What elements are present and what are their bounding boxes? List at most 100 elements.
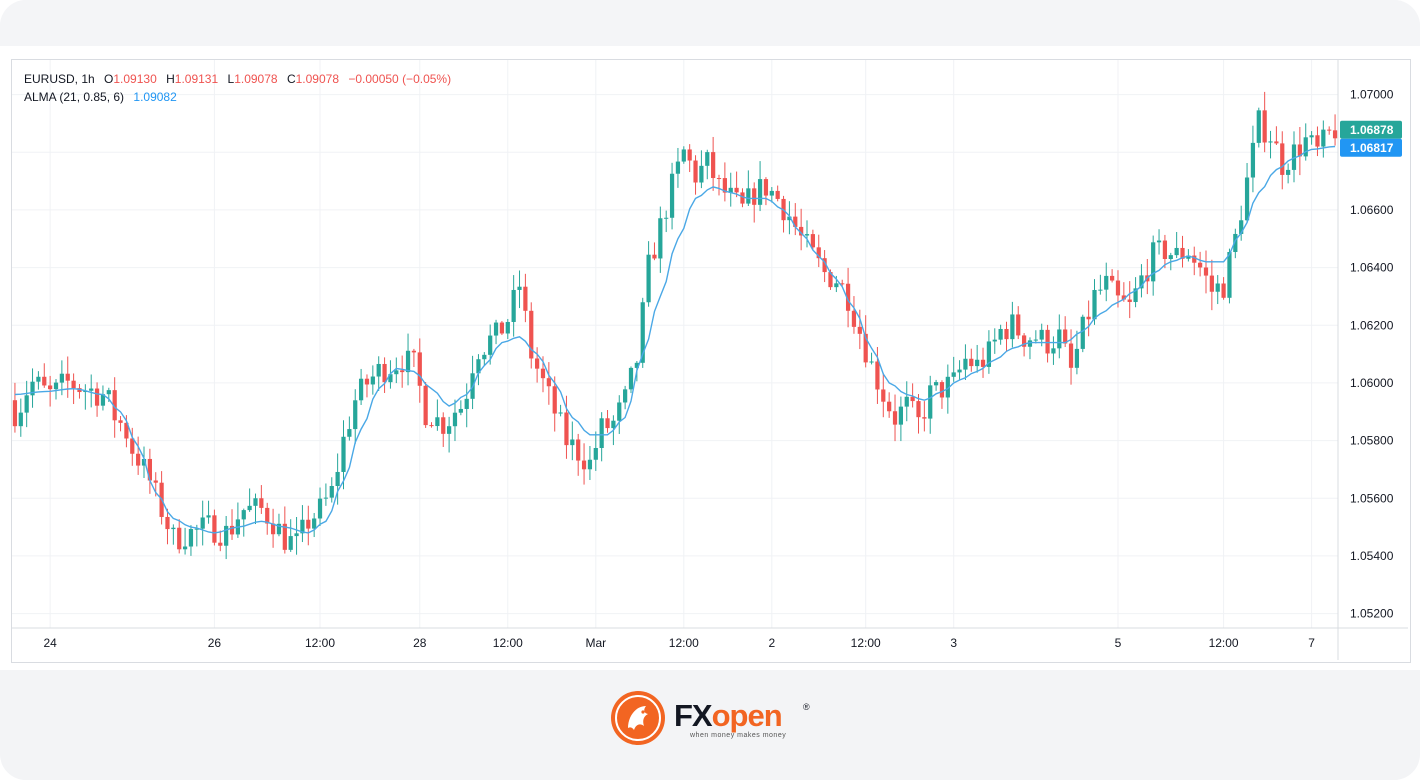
candle-down: [124, 422, 129, 439]
candle-up: [1151, 242, 1156, 282]
candle-up: [1215, 283, 1220, 292]
close-value: 1.09078: [295, 72, 339, 86]
top-band: [0, 0, 1420, 46]
candle-down: [1262, 110, 1267, 143]
candle-down: [1021, 335, 1027, 347]
candle-down: [892, 411, 898, 425]
candle-up: [1033, 339, 1038, 341]
candle-up: [728, 187, 733, 193]
candle-up: [898, 406, 904, 425]
candle-down: [922, 417, 927, 419]
close-label: C: [286, 72, 296, 86]
candle-up: [617, 402, 622, 421]
high-value: 1.09131: [174, 72, 219, 86]
candle-down: [1045, 329, 1050, 354]
candle-down: [799, 226, 804, 236]
logo-registered: ®: [803, 702, 810, 712]
candle-up: [1244, 177, 1250, 221]
candle-up: [206, 515, 211, 518]
candle-down: [364, 378, 370, 385]
candle-up: [1321, 129, 1326, 147]
candle-down: [1221, 283, 1226, 298]
candle-down: [499, 322, 505, 334]
candle-up: [341, 436, 346, 472]
candle-down: [259, 498, 264, 508]
candle-up: [247, 505, 252, 511]
candle-up: [317, 498, 323, 519]
candle-up: [452, 412, 458, 427]
candle-up: [458, 408, 463, 413]
candle-up: [1186, 255, 1191, 259]
candle-down: [863, 333, 868, 363]
chart-legend: EURUSD, 1h O1.09130 H1.09131 L1.09078 C1…: [24, 70, 451, 106]
candle-down: [969, 358, 974, 367]
candle-up: [276, 523, 282, 535]
candle-down: [177, 527, 182, 550]
candle-down: [1068, 343, 1074, 368]
candle-down: [441, 417, 446, 434]
candle-up: [1174, 247, 1179, 256]
candle-down: [282, 523, 287, 550]
candle-down: [857, 326, 862, 334]
candle-up: [658, 218, 663, 259]
x-tick-label: 12:00: [669, 636, 699, 650]
candle-down: [136, 453, 141, 466]
candle-up: [394, 370, 399, 375]
x-tick-label: 12:00: [1209, 636, 1239, 650]
candle-up: [769, 190, 774, 196]
candle-down: [12, 400, 18, 427]
candle-up: [681, 149, 686, 162]
candle-up: [370, 376, 375, 385]
candle-down: [816, 247, 821, 259]
candle-down: [734, 187, 739, 193]
candle-up: [570, 439, 575, 446]
candle-up: [435, 417, 440, 427]
candle-down: [740, 192, 745, 204]
candle-up: [18, 412, 23, 427]
candle-up: [36, 376, 41, 382]
candle-up: [224, 525, 229, 546]
candle-down: [1327, 129, 1332, 131]
candle-up: [1010, 314, 1015, 340]
candle-down: [1109, 275, 1115, 281]
candle-down: [529, 310, 534, 359]
candle-down: [605, 418, 610, 429]
candle-up: [669, 173, 675, 218]
candle-down: [417, 352, 422, 386]
candle-up: [664, 217, 669, 219]
candle-down: [130, 438, 135, 454]
candle-down: [916, 401, 921, 418]
candle-up: [1057, 329, 1062, 349]
candle-down: [229, 525, 235, 535]
fxopen-logo: FXopen when money makes money ®: [610, 690, 820, 746]
candle-up: [1291, 144, 1297, 170]
candle-up: [505, 321, 510, 334]
candle-down: [382, 363, 387, 383]
candle-up: [757, 179, 763, 205]
candlestick-chart[interactable]: 1.070001.068001.066001.064001.062001.060…: [0, 46, 1420, 670]
candle-up: [1098, 289, 1103, 291]
candle-down: [1162, 240, 1168, 259]
x-tick-label: 28: [413, 636, 427, 650]
candle-down: [980, 359, 986, 367]
fxopen-wordmark: FXopen: [674, 698, 783, 734]
candle-up: [1080, 316, 1085, 349]
candle-down: [1280, 143, 1285, 175]
candle-up: [493, 322, 499, 336]
logo-fx: FX: [674, 698, 713, 733]
candle-down: [687, 149, 692, 161]
candle-down: [265, 507, 270, 524]
candle-down: [1274, 141, 1279, 144]
candle-up: [329, 485, 334, 498]
candle-up: [1239, 220, 1244, 234]
candle-up: [106, 390, 111, 395]
candle-down: [1315, 135, 1320, 147]
candle-up: [1286, 169, 1291, 175]
candle-up: [1092, 289, 1097, 320]
candle-down: [840, 283, 845, 285]
y-tick-label: 1.06600: [1350, 203, 1394, 217]
y-tick-label: 1.05200: [1350, 607, 1394, 621]
candle-up: [464, 398, 469, 409]
candle-down: [94, 388, 100, 406]
open-label: O: [104, 72, 114, 86]
